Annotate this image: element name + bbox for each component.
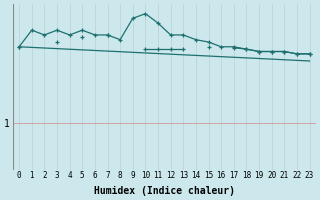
X-axis label: Humidex (Indice chaleur): Humidex (Indice chaleur) <box>94 186 235 196</box>
